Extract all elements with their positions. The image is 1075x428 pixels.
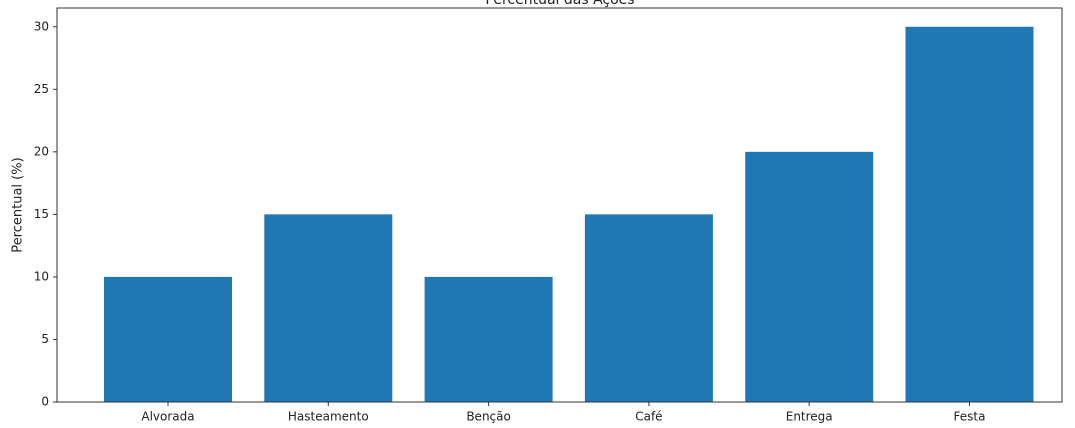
bar (104, 276, 232, 402)
x-tick-label: Benção (466, 410, 511, 424)
bar (424, 276, 553, 402)
plot-frame (56, 7, 1063, 403)
bar (264, 214, 393, 402)
x-tick-label: Entrega (786, 410, 833, 424)
y-tick-label: 15 (34, 207, 49, 221)
bar (745, 151, 874, 402)
x-tick-label: Festa (954, 410, 986, 424)
y-tick-label: 10 (34, 269, 49, 283)
x-tick-label: Alvorada (141, 410, 194, 424)
y-tick-label: 5 (41, 332, 49, 346)
y-tick-label: 25 (34, 82, 49, 96)
bar (905, 26, 1034, 403)
y-tick-label: 0 (41, 395, 49, 409)
bar (584, 214, 713, 402)
x-tick-label: Hasteamento (288, 410, 369, 424)
x-tick-label: Café (635, 410, 662, 424)
y-tick-label: 30 (34, 19, 49, 33)
chart-title: Percentual das Ações (485, 0, 634, 8)
y-axis-label: Percentual (%) (11, 157, 26, 252)
y-tick-label: 20 (34, 144, 49, 158)
